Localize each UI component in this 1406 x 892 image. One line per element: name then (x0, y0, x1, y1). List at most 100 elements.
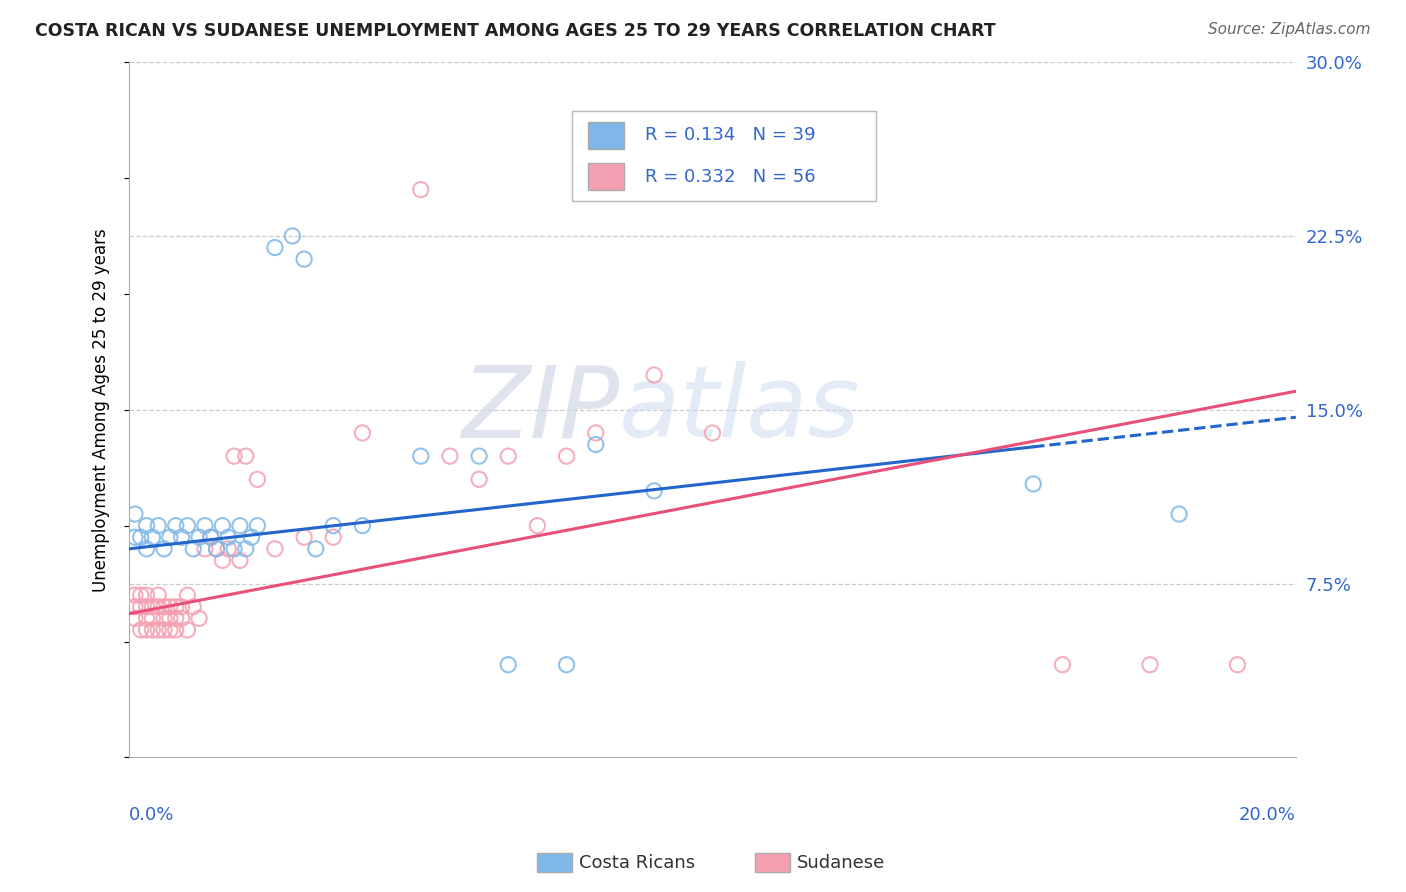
Point (229, 518, 252, 533)
Point (176, 518, 198, 533)
Point (165, 611, 187, 625)
Point (211, 518, 233, 533)
Point (148, 588, 170, 602)
Point (205, 541, 228, 556)
Point (643, 483, 665, 498)
Point (352, 518, 374, 533)
Point (200, 530, 222, 544)
Y-axis label: Unemployment Among Ages 25 to 29 years: Unemployment Among Ages 25 to 29 years (93, 227, 110, 591)
Point (292, 530, 315, 544)
Point (153, 599, 176, 614)
Point (194, 518, 217, 533)
Text: Costa Ricans: Costa Ricans (579, 855, 696, 872)
Point (181, 541, 204, 556)
Point (1139, 657, 1161, 672)
Point (153, 541, 176, 556)
Point (165, 518, 187, 533)
Point (135, 588, 157, 602)
Point (148, 518, 170, 533)
Point (322, 530, 344, 544)
Point (496, 657, 519, 672)
Point (148, 599, 170, 614)
Point (555, 449, 578, 463)
Text: atlas: atlas (619, 361, 860, 458)
Point (188, 530, 211, 544)
Point (165, 599, 187, 614)
Point (292, 252, 315, 267)
Point (188, 611, 211, 625)
Point (159, 530, 181, 544)
Point (702, 425, 724, 440)
Point (643, 368, 665, 382)
Point (211, 553, 233, 567)
Point (352, 425, 374, 440)
Point (141, 611, 163, 625)
Point (159, 623, 181, 637)
Point (170, 530, 193, 544)
Point (135, 518, 157, 533)
Point (496, 449, 519, 463)
Point (264, 541, 287, 556)
Text: COSTA RICAN VS SUDANESE UNEMPLOYMENT AMONG AGES 25 TO 29 YEARS CORRELATION CHART: COSTA RICAN VS SUDANESE UNEMPLOYMENT AMO… (35, 22, 995, 40)
Point (129, 530, 152, 544)
Point (217, 530, 239, 544)
Point (409, 183, 432, 197)
Point (135, 623, 157, 637)
Point (200, 530, 222, 544)
Point (229, 553, 252, 567)
Point (205, 541, 228, 556)
Point (159, 599, 181, 614)
Point (439, 449, 461, 463)
Point (129, 599, 152, 614)
Point (1052, 657, 1074, 672)
Point (222, 541, 245, 556)
Point (135, 599, 157, 614)
Point (246, 518, 269, 533)
Point (159, 611, 181, 625)
Point (468, 472, 491, 486)
Point (217, 541, 239, 556)
Point (129, 588, 152, 602)
Point (124, 530, 146, 544)
Point (165, 623, 187, 637)
Point (702, 148, 724, 162)
Point (153, 611, 176, 625)
Point (135, 611, 157, 625)
Point (148, 623, 170, 637)
Point (176, 623, 198, 637)
Point (124, 507, 146, 521)
Point (135, 541, 157, 556)
Point (246, 472, 269, 486)
Point (129, 623, 152, 637)
Text: ZIP: ZIP (461, 361, 619, 458)
Point (585, 437, 607, 451)
Point (322, 518, 344, 533)
Point (585, 425, 607, 440)
Point (468, 449, 491, 463)
Point (141, 599, 163, 614)
Text: Source: ZipAtlas.com: Source: ZipAtlas.com (1208, 22, 1371, 37)
Text: 20.0%: 20.0% (1239, 806, 1296, 824)
Point (170, 611, 193, 625)
Point (264, 241, 287, 255)
Point (235, 541, 257, 556)
Point (409, 449, 432, 463)
Point (141, 530, 163, 544)
Text: Sudanese: Sudanese (797, 855, 886, 872)
Point (181, 599, 204, 614)
Point (153, 623, 176, 637)
Point (222, 449, 245, 463)
Point (555, 657, 578, 672)
Point (281, 229, 304, 244)
Point (124, 611, 146, 625)
Point (141, 623, 163, 637)
Point (176, 588, 198, 602)
Point (240, 530, 263, 544)
Point (1168, 507, 1191, 521)
Point (194, 541, 217, 556)
Point (526, 518, 548, 533)
Text: 0.0%: 0.0% (129, 806, 174, 824)
Point (1226, 657, 1249, 672)
Point (124, 599, 146, 614)
Point (1022, 477, 1045, 491)
